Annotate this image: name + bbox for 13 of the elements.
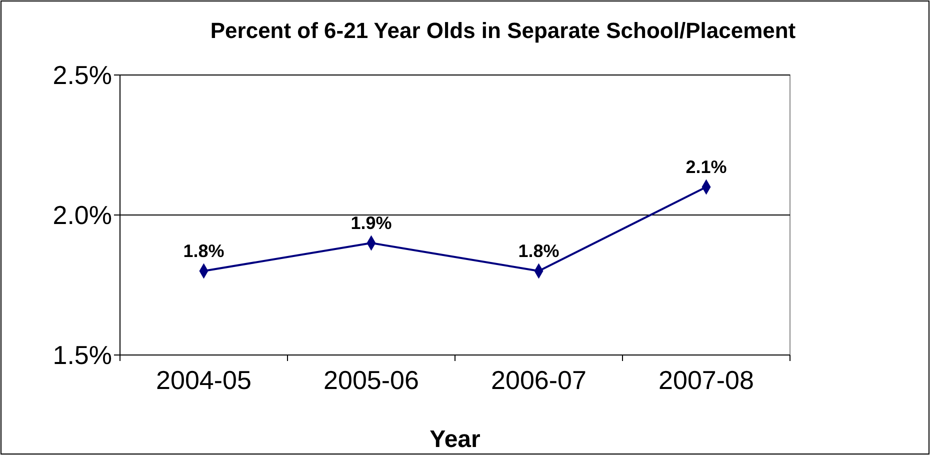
y-tick-label: 2.0%: [52, 200, 112, 230]
x-tick-label: 2006-07: [491, 365, 586, 395]
data-label: 2.1%: [686, 157, 727, 177]
x-tick-label: 2004-05: [156, 365, 252, 395]
x-tick-label: 2005-06: [324, 365, 419, 395]
x-tick-label: 2007-08: [658, 365, 754, 395]
data-label: 1.8%: [518, 241, 560, 261]
data-label: 1.9%: [350, 213, 392, 233]
chart-title: Percent of 6-21 Year Olds in Separate School/Placement: [210, 18, 796, 43]
x-axis-title: Year: [430, 426, 480, 453]
data-label: 1.8%: [183, 241, 224, 261]
y-tick-label: 1.5%: [52, 340, 112, 370]
y-tick-label: 2.5%: [52, 60, 112, 90]
